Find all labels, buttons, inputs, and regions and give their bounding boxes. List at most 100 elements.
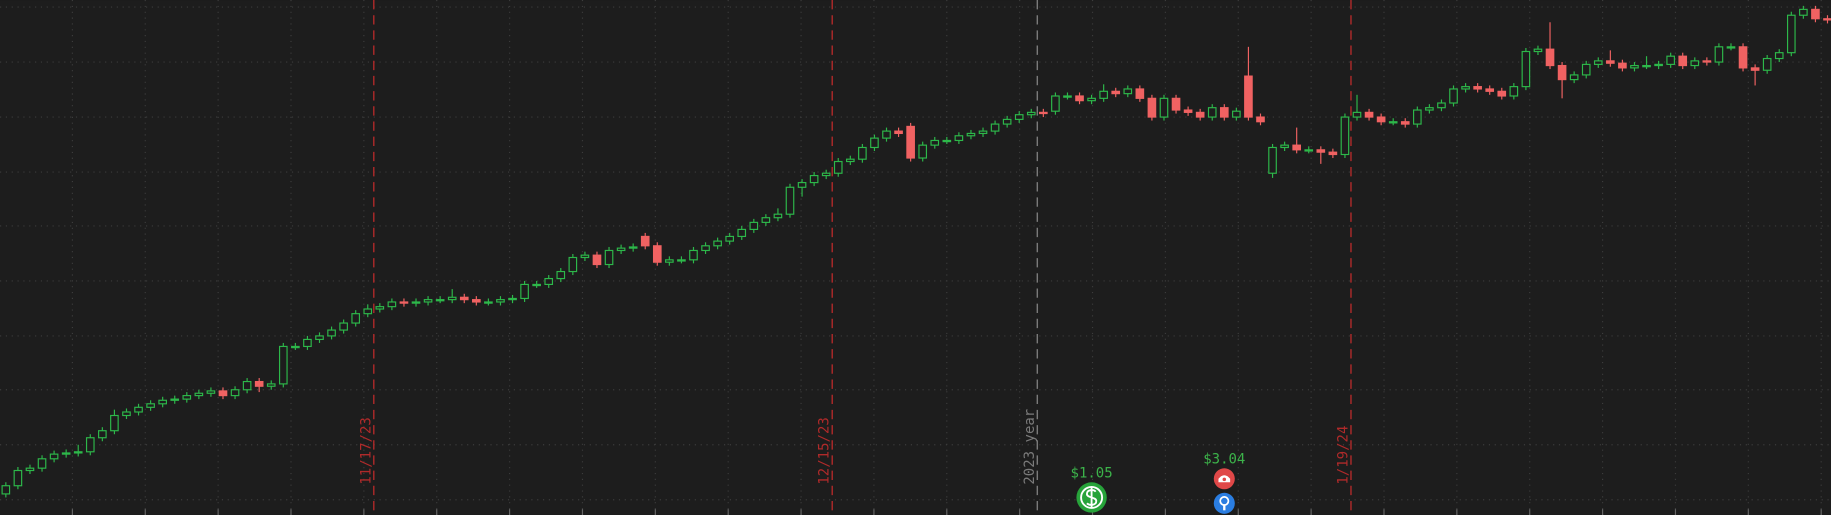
candle-body (1726, 46, 1736, 49)
candle-body (1316, 149, 1326, 153)
candle-body (713, 240, 722, 247)
candle-body (411, 301, 421, 304)
candle-body (628, 246, 638, 249)
candle-body (1304, 149, 1314, 152)
candle-body (1811, 8, 1820, 20)
candle-body (1147, 97, 1157, 118)
candle-body (652, 245, 662, 263)
earnings-icon-hole (1222, 477, 1227, 482)
period-label: 11/17/23 (358, 417, 374, 484)
candle-body (1509, 86, 1519, 97)
candle-body (303, 338, 312, 348)
candle-body (568, 256, 578, 273)
candle-body (375, 306, 385, 310)
candle-body (1352, 111, 1362, 118)
candle-body (1099, 90, 1108, 99)
candle-body (1425, 107, 1434, 111)
event-label: $3.04 (1203, 452, 1245, 468)
candle-body (1774, 52, 1784, 60)
candle-body (1497, 90, 1507, 97)
candle-body (894, 130, 903, 135)
candle-body (1075, 95, 1084, 102)
candle-body (266, 383, 276, 387)
candle-body (1437, 102, 1446, 109)
candle-body (218, 390, 228, 397)
candle-body (423, 299, 433, 303)
candle-body (254, 380, 264, 387)
candle-body (1039, 111, 1048, 115)
candle-body (1232, 110, 1241, 118)
candle-body (1183, 109, 1193, 113)
candle-body (1388, 121, 1398, 124)
candle-body (640, 235, 650, 247)
candle-body (990, 123, 1000, 132)
candle-body (966, 132, 976, 137)
period-label: 12/15/23 (817, 417, 833, 484)
candle-body (1413, 109, 1422, 125)
candle-body (1002, 118, 1012, 125)
candle-body (1557, 64, 1567, 81)
candle-body (1642, 64, 1651, 68)
candle-body (1593, 60, 1603, 65)
candle-body (1159, 97, 1169, 118)
candle-body (242, 380, 252, 391)
candle-body (1666, 55, 1675, 65)
candle-body (98, 430, 107, 439)
candle-body (797, 182, 807, 188)
candle-body (1280, 144, 1289, 149)
candle-body (1051, 95, 1060, 112)
candle-body (1026, 111, 1036, 116)
candle-body (1738, 46, 1748, 69)
candle-body (1087, 97, 1096, 102)
vertical-grid (71, 0, 1822, 515)
candle-body (399, 301, 409, 304)
candle-body (1630, 64, 1639, 69)
candle-body (1485, 88, 1495, 92)
candle-body (1340, 116, 1350, 156)
candle-body (1473, 86, 1482, 90)
candle-body (1256, 116, 1265, 123)
candle-body (1135, 88, 1145, 99)
candle-body (1207, 107, 1217, 118)
candle-body (1569, 74, 1579, 81)
candle-body (882, 130, 891, 139)
dividend-icon-glyph (1085, 486, 1098, 508)
candle-body (665, 259, 674, 263)
candle-body (230, 389, 240, 397)
candle-body (1376, 116, 1386, 123)
candle-body (556, 270, 566, 280)
candle-body (13, 469, 23, 487)
candle-body (447, 296, 457, 301)
candle-body (1219, 107, 1229, 118)
candle-body (544, 277, 554, 286)
candle-body (1063, 95, 1072, 98)
candle-body (833, 160, 843, 174)
candle-body (1799, 8, 1808, 16)
candle-body (496, 299, 505, 303)
event-label: $1.05 (1071, 466, 1113, 482)
candle-body (435, 299, 445, 302)
candle-body (315, 335, 324, 341)
candle-body (291, 345, 300, 349)
candle-body (182, 395, 192, 400)
candle-body (472, 299, 481, 303)
candle-body (1111, 90, 1121, 95)
candle-body (1786, 14, 1796, 54)
candle-body (1762, 57, 1772, 71)
candle-body (532, 283, 541, 287)
candle-body (809, 174, 819, 184)
candle-body (508, 297, 517, 301)
candle-body (1618, 62, 1627, 69)
candle-body (1268, 146, 1277, 174)
period-label: 2023 year (1022, 409, 1038, 485)
candle-body (484, 301, 493, 304)
candle-body (1581, 63, 1591, 76)
candle-body (49, 453, 59, 460)
candle-body (616, 247, 626, 252)
candle-body (37, 458, 47, 469)
candle-body (737, 228, 747, 238)
candle-body (158, 399, 167, 405)
candle-body (1533, 48, 1543, 53)
candle-body (459, 296, 469, 301)
